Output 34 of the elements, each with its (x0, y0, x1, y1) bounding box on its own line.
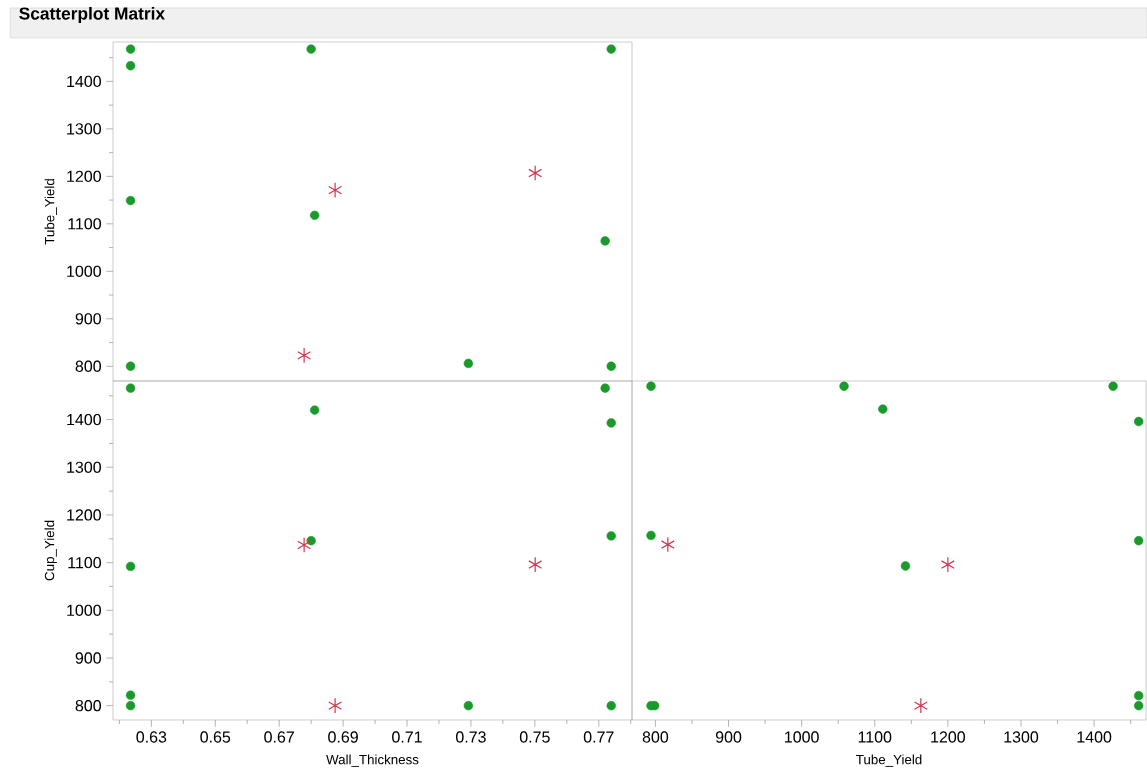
x-tick-label: 1000 (785, 731, 819, 743)
x-tick-label: 0.65 (200, 731, 231, 743)
x-tick-label: 1300 (1004, 731, 1039, 743)
y-tick-label: 1400 (67, 75, 101, 88)
x-tick-label: 900 (715, 731, 742, 743)
x-tick-label: 0.67 (264, 731, 294, 743)
x-tick-label: 0.69 (328, 731, 358, 743)
y-tick-label: 1100 (68, 218, 101, 230)
y-tick-label: 1400 (67, 413, 101, 426)
y-tick-label: 1200 (67, 170, 101, 183)
y-tick-label: 800 (75, 700, 101, 712)
x-tick-label: 0.63 (136, 731, 167, 743)
y-tick-label: 900 (75, 313, 101, 325)
x-tick-label: 0.71 (392, 731, 422, 743)
y-tick-label: 800 (75, 360, 101, 372)
y-tick-label: 1000 (67, 604, 101, 616)
y-tick-label: 1200 (67, 509, 101, 521)
y-tick-label: 1300 (67, 461, 101, 473)
chart-title: Scatterplot Matrix (19, 6, 165, 24)
y-axis-title: Cup_Yield (44, 520, 57, 581)
x-tick-label: 0.75 (519, 731, 550, 743)
y-tick-label: 1300 (67, 123, 101, 135)
y-tick-label: 1100 (68, 556, 101, 569)
x-tick-label: 1100 (858, 731, 892, 743)
x-tick-label: 1400 (1077, 731, 1112, 743)
y-tick-label: 900 (75, 652, 101, 664)
x-tick-label: 1200 (931, 731, 966, 743)
x-tick-label: 0.73 (455, 731, 486, 743)
x-tick-label: 0.77 (583, 731, 614, 743)
x-tick-label: 800 (642, 731, 669, 743)
y-axis-title: Tube_Yield (44, 179, 57, 245)
x-axis-title: Wall_Thickness (326, 754, 419, 767)
y-tick-label: 1000 (67, 265, 101, 277)
x-axis-title: Tube_Yield (856, 754, 922, 767)
